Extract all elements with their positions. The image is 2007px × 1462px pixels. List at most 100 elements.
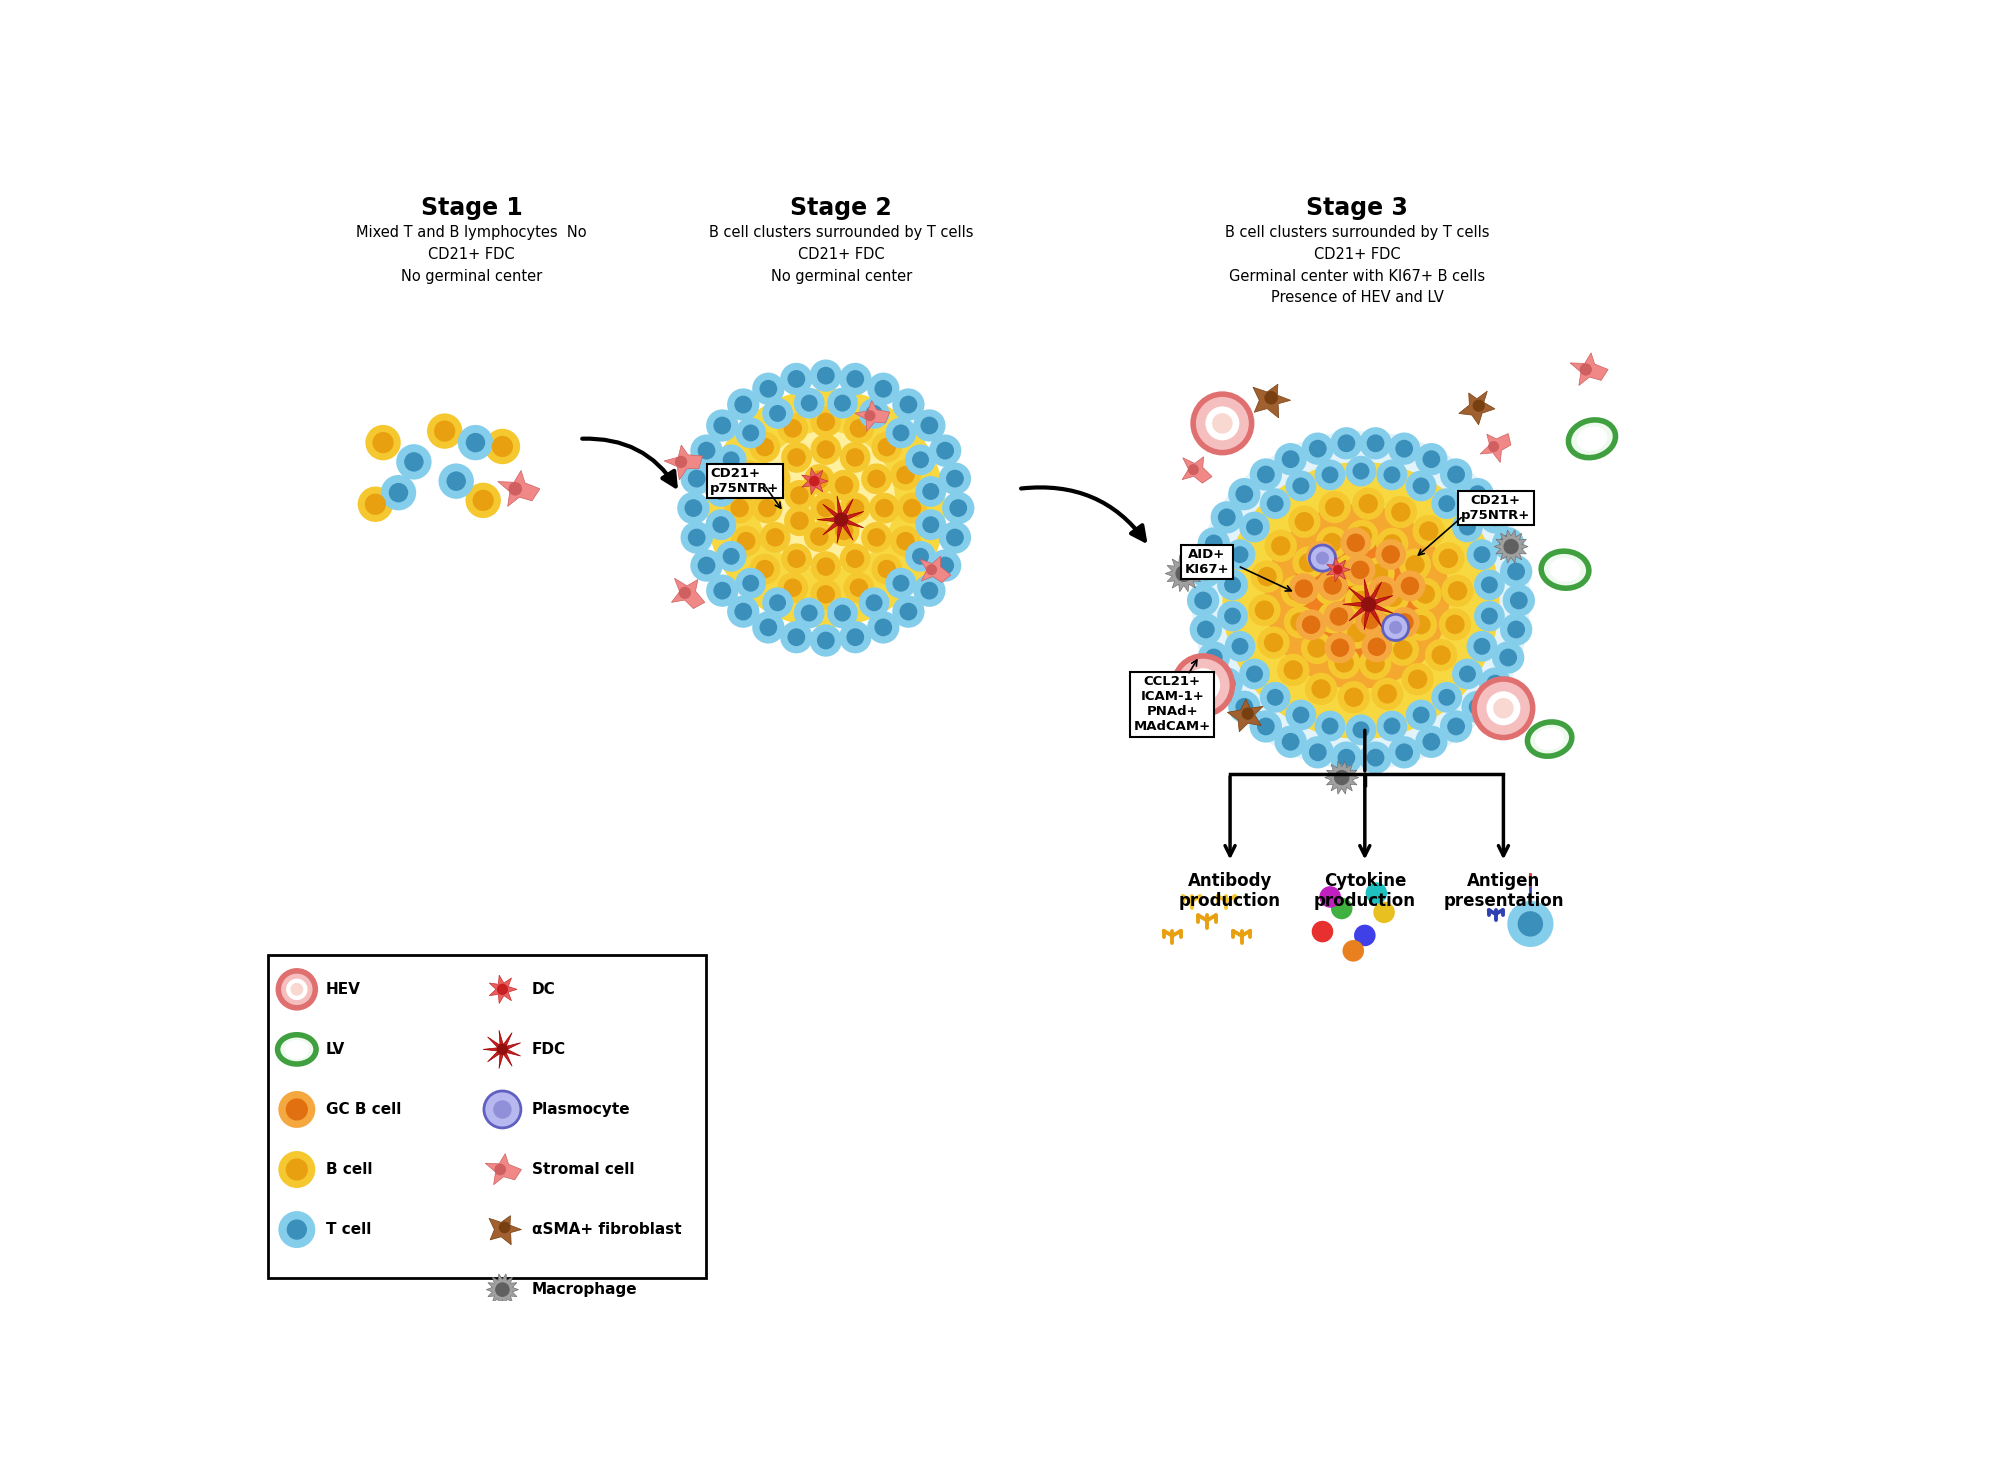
Circle shape [1491, 528, 1523, 560]
Circle shape [915, 509, 945, 539]
Circle shape [1331, 898, 1353, 920]
Circle shape [1347, 623, 1367, 642]
Circle shape [1353, 526, 1371, 545]
Circle shape [1307, 639, 1327, 658]
Circle shape [913, 409, 945, 442]
Circle shape [1333, 770, 1349, 785]
Polygon shape [1343, 579, 1393, 630]
Circle shape [688, 469, 704, 487]
Circle shape [755, 560, 773, 579]
Text: Cytokine
production: Cytokine production [1313, 871, 1415, 911]
Circle shape [877, 437, 895, 456]
Circle shape [727, 389, 759, 421]
Circle shape [279, 1151, 315, 1189]
Text: Antibody
production: Antibody production [1178, 871, 1280, 911]
Circle shape [285, 978, 307, 1000]
Circle shape [1230, 547, 1248, 563]
Circle shape [925, 564, 937, 575]
Text: αSMA+ fibroblast: αSMA+ fibroblast [532, 1222, 680, 1237]
Circle shape [867, 373, 899, 405]
Circle shape [466, 433, 486, 452]
Circle shape [1264, 504, 1449, 689]
Circle shape [873, 380, 891, 398]
Circle shape [1341, 560, 1359, 579]
Circle shape [839, 363, 871, 395]
Circle shape [793, 598, 825, 629]
Circle shape [1479, 668, 1511, 700]
Circle shape [817, 412, 835, 431]
Circle shape [1311, 680, 1331, 699]
Circle shape [1367, 607, 1399, 640]
Circle shape [1315, 551, 1329, 564]
Circle shape [704, 477, 737, 507]
Circle shape [1383, 588, 1403, 607]
Circle shape [737, 532, 755, 550]
Circle shape [1295, 579, 1313, 598]
Circle shape [279, 1211, 315, 1249]
Circle shape [1411, 478, 1429, 494]
Circle shape [811, 434, 841, 465]
Circle shape [783, 420, 801, 437]
Circle shape [829, 516, 859, 547]
Circle shape [1367, 637, 1385, 656]
Circle shape [829, 469, 859, 500]
Text: Stage 1: Stage 1 [421, 196, 522, 221]
Circle shape [1377, 459, 1407, 490]
Circle shape [1301, 616, 1321, 635]
Text: DC: DC [532, 982, 556, 997]
Circle shape [889, 526, 921, 557]
Circle shape [1321, 580, 1339, 599]
Polygon shape [1182, 456, 1212, 482]
Circle shape [680, 462, 712, 494]
Circle shape [1299, 553, 1317, 572]
Circle shape [1188, 614, 1222, 646]
Circle shape [1437, 689, 1455, 706]
Circle shape [1507, 563, 1523, 580]
Circle shape [1315, 459, 1345, 490]
Circle shape [1174, 656, 1232, 715]
Circle shape [1266, 496, 1282, 512]
Circle shape [1293, 706, 1309, 724]
Circle shape [877, 560, 895, 579]
Circle shape [1341, 528, 1371, 558]
Circle shape [714, 541, 747, 572]
Circle shape [899, 396, 917, 414]
Circle shape [1311, 547, 1331, 566]
Circle shape [935, 557, 953, 575]
Circle shape [1282, 661, 1303, 680]
Circle shape [1501, 585, 1533, 617]
Circle shape [903, 499, 921, 518]
Circle shape [696, 442, 714, 459]
Circle shape [1315, 573, 1347, 605]
Circle shape [1409, 577, 1441, 610]
Circle shape [845, 550, 863, 569]
Circle shape [1240, 708, 1252, 719]
Circle shape [1361, 632, 1391, 662]
Circle shape [811, 551, 841, 582]
Circle shape [1389, 607, 1419, 637]
Circle shape [1216, 570, 1246, 601]
Circle shape [1383, 718, 1399, 734]
Circle shape [1471, 399, 1485, 412]
Circle shape [835, 477, 853, 494]
Polygon shape [1479, 434, 1509, 462]
Circle shape [1499, 649, 1517, 667]
Circle shape [1359, 741, 1391, 773]
Circle shape [1383, 466, 1399, 484]
Circle shape [847, 629, 863, 646]
Circle shape [1459, 519, 1475, 535]
Circle shape [1284, 700, 1317, 731]
Circle shape [508, 482, 522, 496]
Circle shape [827, 387, 857, 418]
Circle shape [871, 554, 901, 585]
Circle shape [1234, 697, 1252, 716]
Circle shape [949, 499, 967, 518]
Circle shape [921, 482, 939, 500]
Circle shape [1274, 725, 1307, 757]
Circle shape [1375, 528, 1407, 560]
Circle shape [1196, 642, 1230, 674]
Circle shape [839, 544, 871, 575]
Circle shape [1317, 601, 1349, 633]
Circle shape [1405, 700, 1435, 731]
Circle shape [783, 579, 801, 596]
